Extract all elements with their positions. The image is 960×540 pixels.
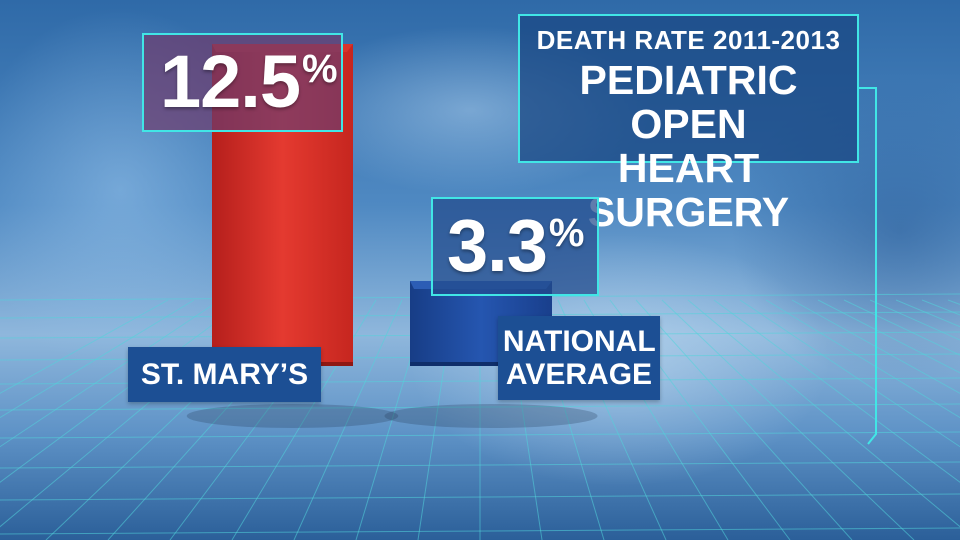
grid-line-depth [635, 299, 853, 540]
grid-line-depth [0, 299, 169, 394]
grid-line-depth [791, 299, 960, 394]
title-line-1: DEATH RATE 2011-2013 [536, 25, 841, 55]
data-label-value: 3.3 [447, 204, 548, 287]
grid-line-depth [817, 299, 960, 374]
grid-line-depth [765, 299, 960, 419]
chart-title: DEATH RATE 2011-2013 PEDIATRIC OPEN HEAR… [518, 14, 859, 234]
title-connector-line [859, 87, 877, 445]
grid-line-depth [0, 299, 195, 419]
data-label-national-average: 3.3 % [431, 197, 599, 296]
grid-line-depth [687, 299, 960, 528]
data-label-unit: % [548, 211, 585, 255]
grid-line-depth [739, 299, 960, 448]
bar-shadow-st-marys [186, 404, 399, 428]
title-line-2: PEDIATRIC OPEN [579, 57, 798, 147]
grid-line-depth [661, 299, 915, 540]
grid-line-depth [0, 299, 221, 448]
category-label-national-average: NATIONAL AVERAGE [498, 316, 660, 400]
grid-line-depth [293, 299, 403, 540]
bar-shadow-national-average [384, 404, 598, 428]
data-label-st-marys: 12.5 % [142, 33, 343, 132]
grid-line-depth [843, 299, 960, 356]
data-label-unit: % [302, 47, 338, 91]
title-line-3: HEART SURGERY [587, 145, 790, 235]
bar-base-edge-national-average [410, 362, 552, 366]
data-label-value: 12.5 [160, 40, 301, 123]
category-label-st-marys: ST. MARY’S [128, 347, 321, 402]
grid-line-depth [0, 299, 247, 483]
